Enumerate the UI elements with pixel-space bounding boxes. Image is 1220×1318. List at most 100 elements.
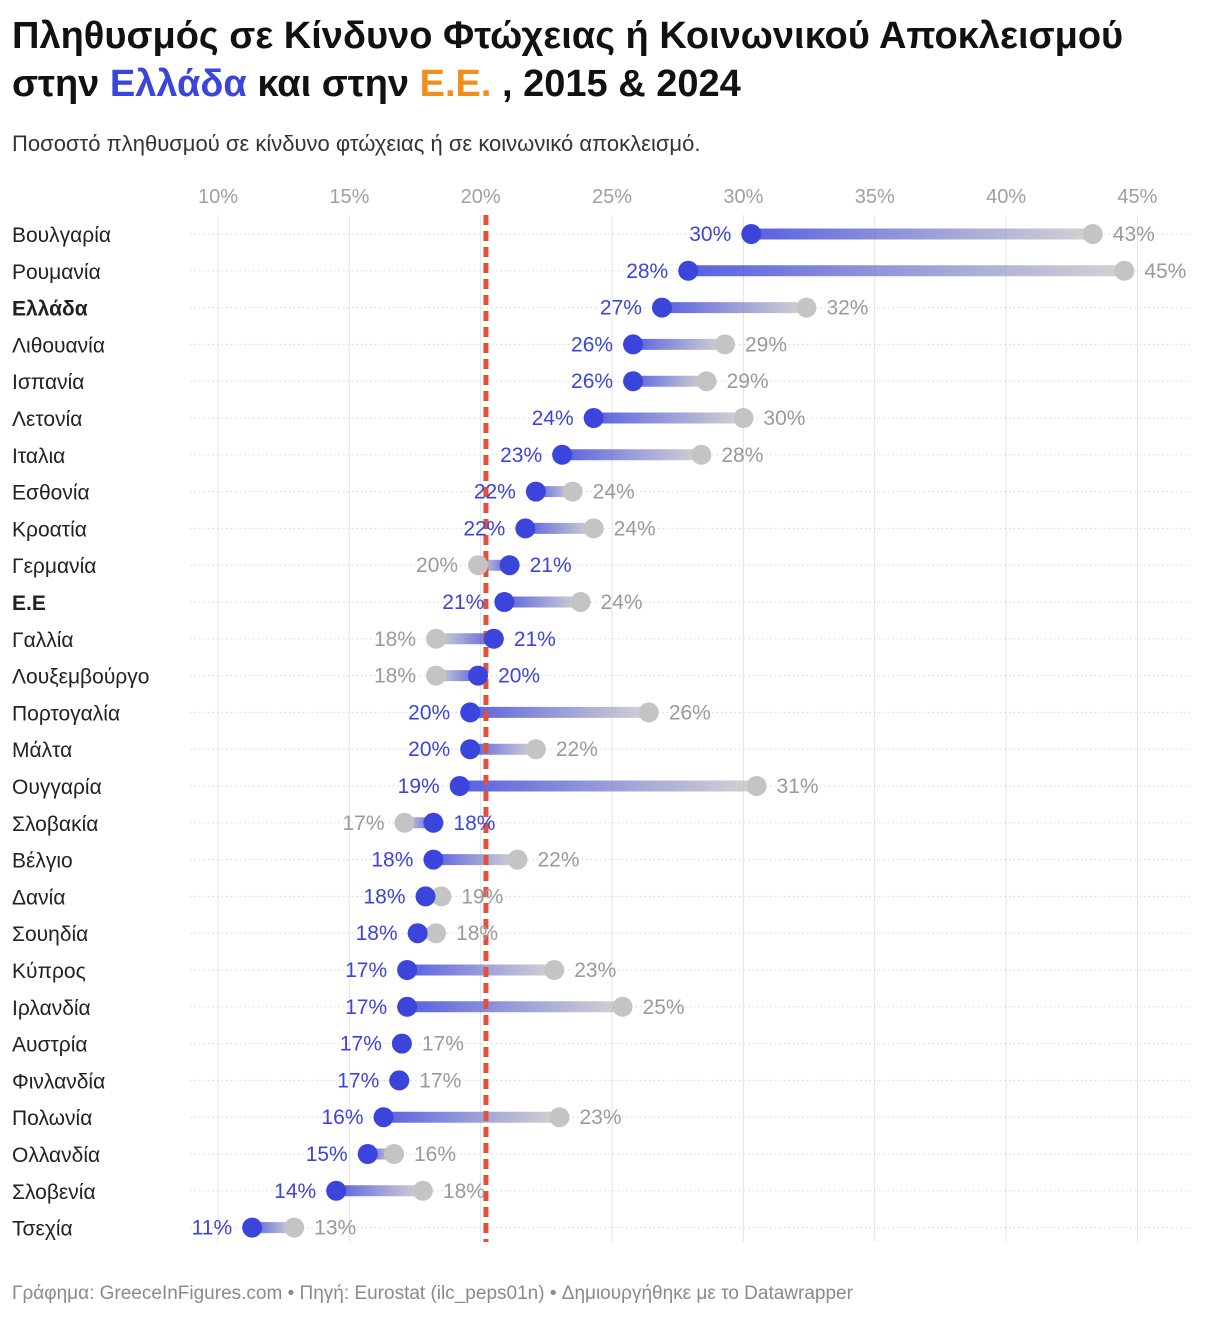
dot-2015 — [562, 481, 583, 502]
x-tick-label: 15% — [329, 186, 369, 208]
category-label: Κροατία — [12, 518, 87, 541]
category-label: Δανία — [12, 886, 65, 909]
category-label: Λιθουανία — [12, 334, 105, 357]
category-label: Γερμανία — [12, 555, 96, 578]
dot-2024 — [460, 702, 481, 723]
dot-2015 — [583, 518, 604, 539]
x-axis: 10% 15% 20% 25% 30% 35% 40% 45% — [198, 186, 1158, 208]
dot-2015 — [431, 886, 452, 907]
label-2024: 18% — [453, 812, 495, 835]
category-label: Σουηδία — [12, 923, 88, 946]
label-2024: 26% — [571, 333, 613, 356]
category-label: Βέλγιο — [12, 850, 73, 873]
label-2015: 45% — [1144, 260, 1186, 283]
dot-2024 — [449, 776, 470, 796]
dot-2015 — [426, 665, 447, 686]
label-2015: 17% — [342, 812, 384, 835]
label-2024: 30% — [689, 223, 731, 246]
category-label: Ισπανία — [12, 371, 84, 394]
dot-2024 — [623, 334, 644, 355]
chart-footer: Γράφημα: GreeceInFigures.com • Πηγή: Eur… — [12, 1283, 853, 1304]
connector-bars — [252, 228, 1125, 1234]
dot-2015 — [715, 334, 736, 355]
dot-2015 — [468, 555, 489, 576]
label-2015: 29% — [727, 370, 769, 393]
label-2015: 19% — [461, 885, 503, 908]
label-2015: 17% — [422, 1033, 464, 1056]
x-tick-label: 40% — [986, 186, 1026, 208]
x-tick-label: 30% — [723, 186, 763, 208]
label-2024: 15% — [306, 1143, 348, 1166]
dot-2024 — [373, 1107, 394, 1128]
category-labels: Βουλγαρία Ρουμανία Ελλάδα Λιθουανία Ισπανία Λ… — [12, 224, 149, 1241]
dot-2015 — [426, 923, 447, 944]
title-part-1: Πληθυσμός σε Κίνδυνο Φτώχειας ή Κοινωνικ… — [12, 15, 1124, 105]
category-label: Σλοβενία — [12, 1181, 96, 1204]
label-2015: 25% — [643, 996, 685, 1019]
category-label: Φινλανδία — [12, 1070, 105, 1093]
dot-2024 — [242, 1217, 263, 1238]
label-2024: 17% — [345, 959, 387, 982]
title-greece-highlight: Ελλάδα — [109, 63, 247, 105]
dot-2024 — [678, 260, 699, 281]
label-2024: 20% — [408, 701, 450, 724]
label-2015: 32% — [826, 297, 868, 320]
dot-2024 — [423, 849, 444, 870]
dot-2024 — [326, 1180, 347, 1201]
dot-2015 — [412, 1180, 433, 1201]
dot-2024 — [483, 628, 504, 649]
label-2024: 17% — [345, 996, 387, 1019]
label-2015: 23% — [574, 959, 616, 982]
dot-2024 — [460, 739, 481, 760]
label-2015: 28% — [721, 444, 763, 467]
label-2015: 29% — [745, 333, 787, 356]
title-part-3: , 2015 & 2024 — [491, 63, 741, 105]
dot-2015 — [612, 996, 633, 1017]
label-2015: 17% — [419, 1069, 461, 1092]
dot-2024 — [423, 812, 444, 833]
dot-2015 — [638, 702, 659, 723]
label-2015: 26% — [669, 701, 711, 724]
label-2024: 22% — [463, 517, 505, 540]
dot-2024 — [468, 665, 489, 686]
dot-2024 — [741, 224, 762, 244]
x-tick-label: 35% — [855, 186, 895, 208]
chart-subtitle: Ποσοστό πληθυσμού σε κίνδυνο φτώχειας ή … — [12, 131, 701, 156]
label-2015: 31% — [777, 775, 819, 798]
category-label: Τσεχία — [12, 1218, 73, 1241]
dot-2024 — [494, 592, 515, 612]
dot-2024 — [397, 960, 418, 980]
label-2024: 11% — [192, 1217, 232, 1240]
label-2024: 20% — [408, 738, 450, 761]
category-label: Ελλάδα — [12, 298, 88, 321]
label-2015: 20% — [416, 554, 458, 577]
dot-2024 — [357, 1144, 378, 1164]
x-tick-label: 25% — [592, 186, 632, 208]
label-2015: 30% — [763, 407, 805, 430]
category-label: Ιρλανδία — [12, 997, 91, 1020]
label-2024: 19% — [398, 775, 440, 798]
label-2015: 16% — [414, 1143, 456, 1166]
dot-2015 — [507, 849, 528, 870]
category-label: Αυστρία — [12, 1034, 88, 1057]
label-2024: 27% — [600, 297, 642, 320]
category-label: Βουλγαρία — [12, 224, 111, 247]
dot-2015 — [394, 812, 415, 833]
dot-2024 — [499, 555, 520, 576]
label-2024: 17% — [340, 1033, 382, 1056]
label-2015: 18% — [374, 665, 416, 688]
category-label: Ολλανδία — [12, 1144, 100, 1167]
x-tick-label: 45% — [1117, 186, 1157, 208]
data-points — [242, 224, 1135, 1238]
category-label: Λετονία — [12, 408, 82, 431]
dot-2015 — [733, 408, 754, 428]
category-label: Ουγγαρία — [12, 776, 102, 799]
dot-2024 — [397, 996, 418, 1017]
dot-2015 — [544, 960, 565, 980]
x-tick-label: 20% — [461, 186, 501, 208]
label-2015: 18% — [443, 1180, 485, 1203]
dot-2015 — [696, 371, 717, 392]
data-labels: 30% 43% 28% 45% 27% 32% 26% 29% 26% 29% 24% 30% 23% 2… — [192, 223, 1187, 1240]
label-2015: 24% — [601, 591, 643, 614]
